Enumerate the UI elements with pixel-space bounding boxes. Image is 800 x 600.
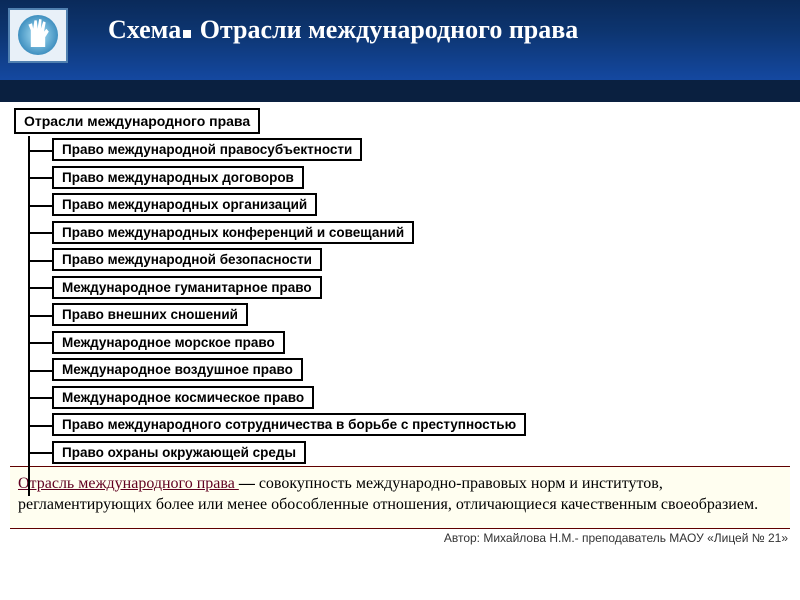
branch-item: Право международной правосубъектности [52,138,362,161]
branch-item: Международное воздушное право [52,358,303,381]
slide-title: Схема Отрасли международного права [108,15,578,45]
branch-item: Право международных конференций и совеща… [52,221,414,244]
logo-box [8,8,68,63]
branch-item: Международное космическое право [52,386,314,409]
header-dark-band [0,80,800,102]
branch-item: Международное гуманитарное право [52,276,322,299]
definition-term: Отрасль международного права [18,475,239,492]
branch-item: Право международной безопасности [52,248,322,271]
title-separator-icon [183,30,191,38]
definition-dash: — [239,475,255,492]
branch-list: Право международной правосубъектности Пр… [52,138,780,464]
branch-item: Право охраны окружающей среды [52,441,306,464]
globe-icon [18,15,58,55]
content-area: Отрасли международного права Право между… [0,102,800,464]
title-word2: Отрасли международного права [200,15,579,44]
branch-item: Международное морское право [52,331,285,354]
branch-item: Право международных договоров [52,166,304,189]
footer-author: Автор: Михайлова Н.М.- преподаватель МАО… [0,529,800,545]
slide-header: Схема Отрасли международного права [0,0,800,80]
branch-item: Право международных организаций [52,193,317,216]
title-word1: Схема [108,15,181,44]
branch-item: Право внешних сношений [52,303,248,326]
definition-box: Отрасль международного права — совокупно… [10,466,790,529]
hand-icon [26,19,50,47]
diagram-title: Отрасли международного права [14,108,260,134]
branch-item: Право международного сотрудничества в бо… [52,413,526,436]
